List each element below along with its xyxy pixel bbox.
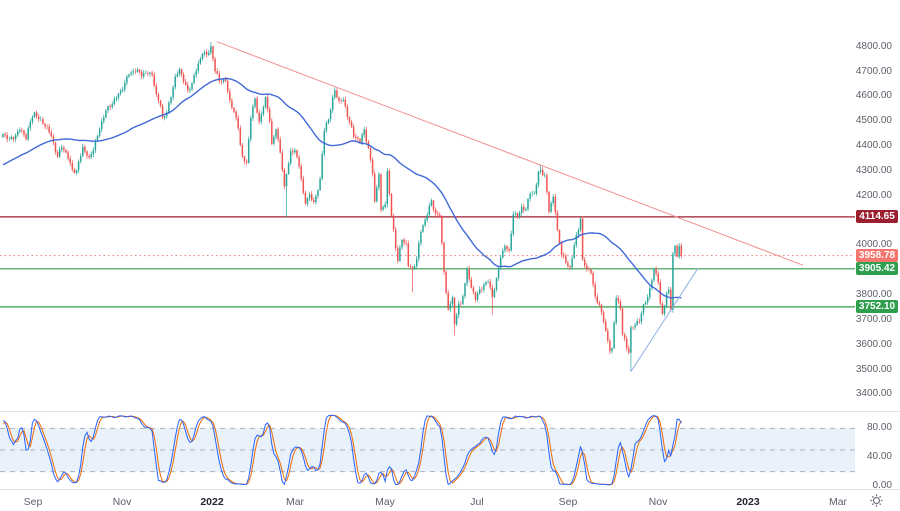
price-axis-tick: 4800.00 bbox=[855, 40, 892, 52]
time-axis-tick: Sep bbox=[558, 496, 578, 508]
up-candle-wicks bbox=[2, 42, 680, 372]
price-axis-tick: 4200.00 bbox=[855, 189, 892, 201]
candlestick-series bbox=[2, 42, 683, 372]
price-axis-tick: 3800.00 bbox=[855, 289, 892, 300]
price-level-label: 3905.42 bbox=[856, 262, 898, 276]
time-axis-tick: Jul bbox=[470, 496, 484, 508]
time-axis-tick: Mar bbox=[828, 496, 848, 508]
ascending-trendline[interactable] bbox=[630, 267, 699, 372]
time-axis-tick: 2023 bbox=[736, 496, 760, 508]
descending-trendline[interactable] bbox=[216, 41, 804, 266]
time-axis-tick: Sep bbox=[23, 496, 43, 508]
stochastic-band-fill bbox=[0, 428, 855, 472]
stochastic-k-line bbox=[2, 414, 682, 486]
oscillator-axis-tick: 0.00 bbox=[872, 480, 892, 491]
price-level-label: 4114.65 bbox=[856, 210, 898, 224]
time-axis-tick: Nov bbox=[648, 496, 668, 508]
price-axis-tick: 4400.00 bbox=[855, 140, 892, 151]
price-axis-tick: 4000.00 bbox=[855, 239, 892, 251]
price-axis-tick: 3700.00 bbox=[855, 313, 892, 325]
time-axis-divider bbox=[0, 489, 900, 490]
price-pane[interactable] bbox=[0, 0, 856, 411]
oscillator-axis-tick: 80.00 bbox=[866, 422, 892, 434]
up-candle-bodies bbox=[2, 46, 680, 353]
price-axis-tick: 4700.00 bbox=[855, 65, 892, 77]
axis-settings-gear-icon[interactable] bbox=[869, 493, 884, 508]
time-axis-tick: 2022 bbox=[200, 496, 224, 508]
down-candle-bodies bbox=[4, 46, 683, 353]
price-axis-tick: 4500.00 bbox=[855, 115, 892, 127]
stochastic-band-lines bbox=[0, 427, 855, 473]
time-axis-tick: Nov bbox=[112, 496, 132, 508]
last-price-label: 3958.78 bbox=[856, 249, 898, 263]
moving-average-line[interactable] bbox=[2, 77, 682, 299]
price-axis-tick: 3600.00 bbox=[855, 338, 892, 350]
down-candle-wicks bbox=[4, 45, 682, 355]
time-axis-tick: May bbox=[375, 496, 395, 508]
price-axis-tick: 4300.00 bbox=[855, 164, 892, 176]
stochastic-pane[interactable] bbox=[0, 411, 856, 489]
oscillator-axis-tick: 40.00 bbox=[866, 451, 892, 463]
price-axis-tick: 3400.00 bbox=[855, 388, 892, 400]
pane-divider[interactable] bbox=[0, 411, 900, 412]
price-level-lines[interactable] bbox=[0, 216, 855, 308]
price-axis-tick: 3500.00 bbox=[855, 363, 892, 375]
price-level-label: 3752.10 bbox=[856, 300, 898, 314]
price-axis-tick: 4600.00 bbox=[855, 90, 892, 102]
time-axis-tick: Mar bbox=[285, 496, 305, 508]
